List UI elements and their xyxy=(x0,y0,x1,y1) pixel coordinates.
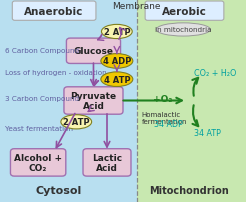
Text: Anaerobic: Anaerobic xyxy=(25,7,84,17)
FancyBboxPatch shape xyxy=(83,149,131,176)
Text: 6 Carbon Compound: 6 Carbon Compound xyxy=(5,48,79,54)
Text: Loss of hydrogen - oxidation: Loss of hydrogen - oxidation xyxy=(5,70,107,76)
FancyBboxPatch shape xyxy=(64,87,123,115)
Text: 4 ATP: 4 ATP xyxy=(103,75,130,84)
FancyBboxPatch shape xyxy=(12,2,96,21)
Text: 34 ADP: 34 ADP xyxy=(154,120,183,129)
Ellipse shape xyxy=(101,73,133,87)
FancyBboxPatch shape xyxy=(10,149,66,176)
Text: In mitochondria: In mitochondria xyxy=(155,27,212,33)
Text: 3 Carbon Compound: 3 Carbon Compound xyxy=(5,96,79,102)
Text: +O₂: +O₂ xyxy=(153,95,172,103)
Ellipse shape xyxy=(101,54,133,69)
Text: 2 ATP: 2 ATP xyxy=(103,28,130,37)
Text: CO₂ + H₂O: CO₂ + H₂O xyxy=(194,68,237,77)
FancyBboxPatch shape xyxy=(145,2,224,21)
Text: Cytosol: Cytosol xyxy=(36,185,82,195)
Ellipse shape xyxy=(61,115,92,129)
Text: Glucose: Glucose xyxy=(73,47,114,56)
Text: Yeast fermentation: Yeast fermentation xyxy=(5,125,73,131)
Text: Pyruvate
Acid: Pyruvate Acid xyxy=(70,91,117,111)
Text: Lactic
Acid: Lactic Acid xyxy=(92,153,122,172)
Text: Homalactic
fermentation: Homalactic fermentation xyxy=(141,112,187,125)
Bar xyxy=(0,0,136,202)
Text: Membrane: Membrane xyxy=(112,2,161,11)
Ellipse shape xyxy=(156,24,210,37)
Text: 34 ATP: 34 ATP xyxy=(194,129,221,138)
Text: Alcohol +
CO₂: Alcohol + CO₂ xyxy=(14,153,62,172)
Bar xyxy=(136,0,246,202)
Text: 2 ATP: 2 ATP xyxy=(63,118,90,127)
Text: 4 ADP: 4 ADP xyxy=(103,57,131,66)
Ellipse shape xyxy=(101,25,132,39)
Text: Mitochondrion: Mitochondrion xyxy=(150,185,229,195)
FancyBboxPatch shape xyxy=(66,39,121,64)
Text: Aerobic: Aerobic xyxy=(162,7,207,17)
